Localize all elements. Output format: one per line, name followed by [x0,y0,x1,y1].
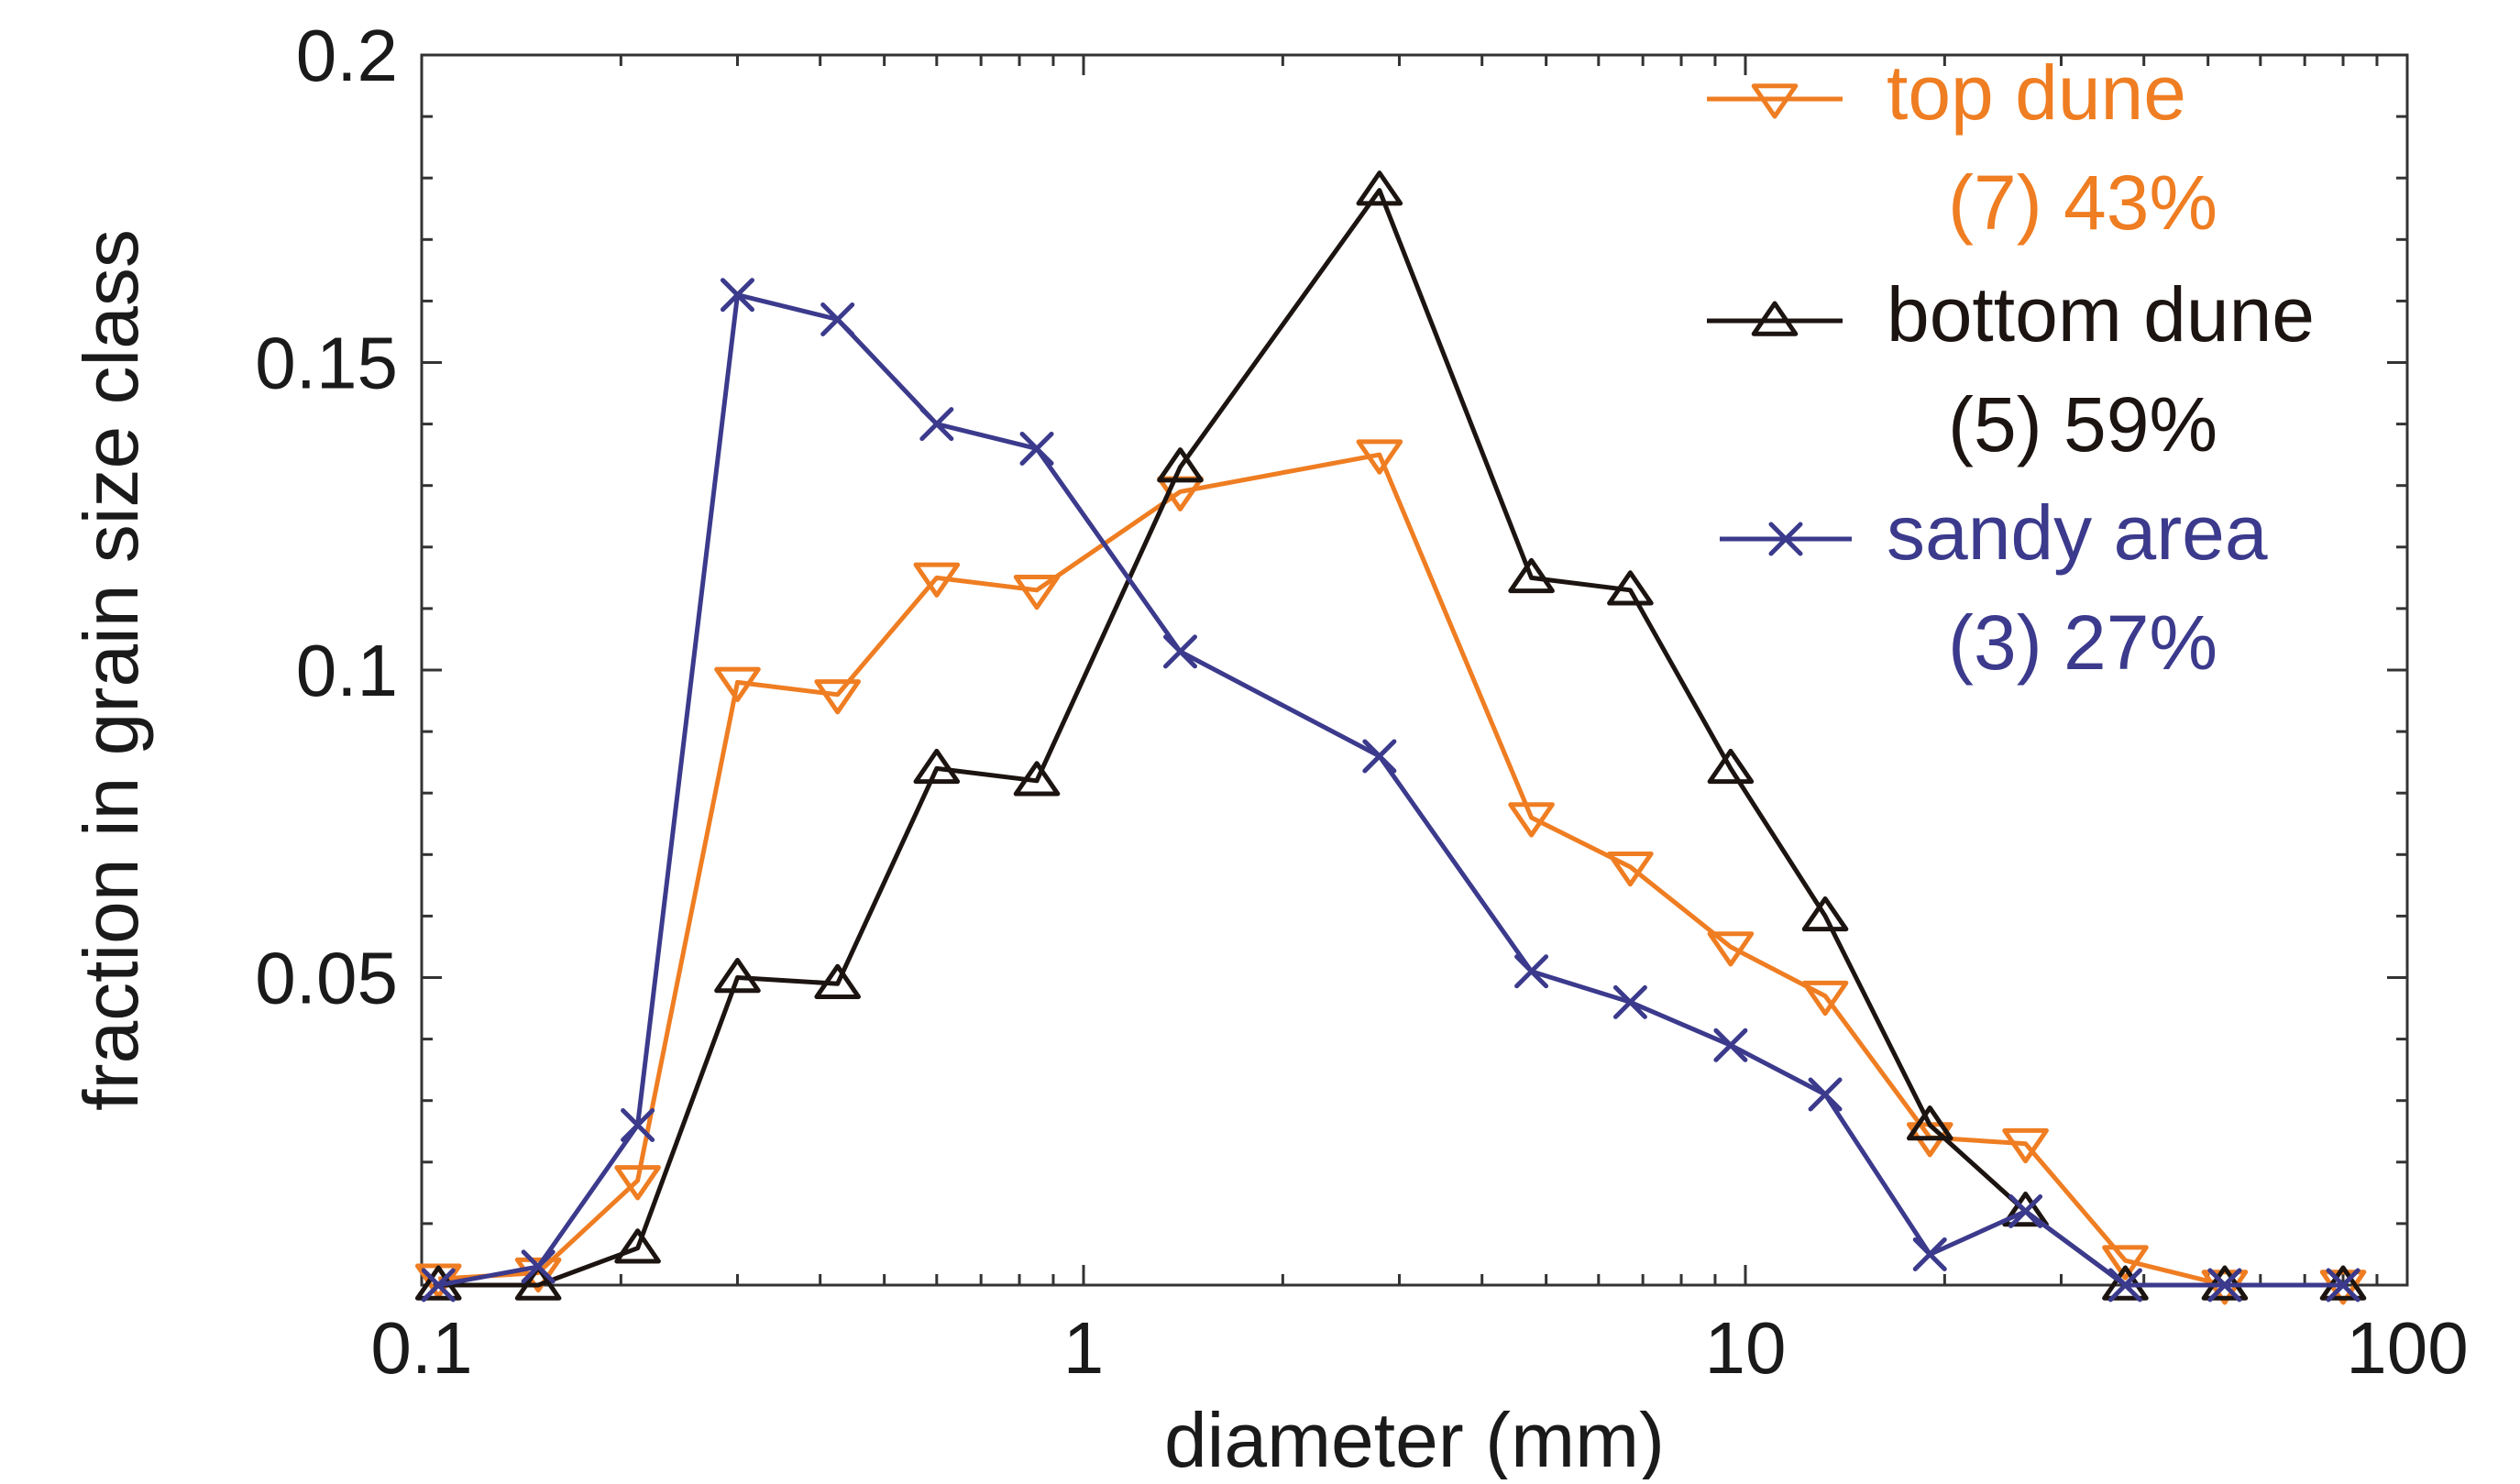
data-point-bottom-dune [1707,748,1755,785]
data-point-bottom-dune [1906,1105,1953,1141]
data-point-top-dune [2002,1127,2049,1164]
data-point-bottom-dune [913,748,961,785]
series-sandy-area [421,278,2360,1303]
y-tick-label: 0.05 [255,938,398,1019]
data-point-sandy-area [2207,1268,2242,1303]
data-point-bottom-dune [2002,1191,2049,1227]
data-point-sandy-area [421,1268,456,1303]
data-point-bottom-dune [1508,557,1555,594]
legend-marker [1768,522,1803,556]
data-point-bottom-dune [1356,170,1403,206]
data-point-sandy-area [621,1108,655,1143]
data-point-top-dune [913,562,961,598]
data-point-sandy-area [1514,954,1549,989]
data-point-top-dune [1013,575,1061,610]
data-point-bottom-dune [1013,761,1061,797]
axis-ticks: 0.1 1 10 100 0.05 0.1 0.15 0.2 [255,15,2468,1389]
data-point-sandy-area [521,1249,556,1284]
data-point-top-dune [1801,980,1849,1017]
data-point-sandy-area [1612,984,1647,1019]
y-tick-label: 0.2 [296,15,398,96]
data-point-sandy-area [919,407,954,442]
data-point-sandy-area [1362,739,1397,774]
legend-label: sandy area [1887,489,2268,576]
data-point-sandy-area [720,278,754,313]
legend-note: (7) 43% [1948,159,2217,246]
data-point-sandy-area [2107,1268,2142,1303]
data-point-top-dune [1356,439,1403,475]
y-axis-label: fraction in grain size class [68,229,154,1111]
series-line-top-dune [438,452,2343,1288]
legend: top dune (7) 43% bottom dune (5) 59% sandy a… [1707,49,2315,686]
series-line-sandy-area [437,292,2343,1288]
legend-note: (5) 59% [1948,381,2217,467]
data-point-top-dune [614,1165,661,1201]
legend-item-top-dune: top dune (7) 43% [1707,49,2217,246]
x-tick-label: 1 [1063,1307,1105,1389]
series-layer [414,170,2367,1305]
data-point-top-dune [814,679,861,715]
data-point-top-dune [1707,931,1755,967]
legend-label: top dune [1887,49,2186,136]
legend-marker [1751,83,1799,119]
data-point-sandy-area [1713,1028,1748,1062]
data-point-top-dune [2102,1245,2149,1281]
x-tick-label: 0.1 [370,1307,472,1389]
data-point-sandy-area [820,302,855,337]
data-point-sandy-area [1163,634,1197,669]
legend-marker [1751,301,1799,336]
data-point-bottom-dune [1607,570,1654,606]
data-point-top-dune [1607,851,1654,887]
x-tick-label: 100 [2346,1307,2468,1389]
data-point-sandy-area [1808,1077,1843,1112]
legend-note: (3) 27% [1948,599,2217,686]
legend-item-bottom-dune: bottom dune (5) 59% [1707,271,2315,467]
y-tick-label: 0.15 [255,323,398,404]
data-point-bottom-dune [1157,447,1204,483]
data-point-top-dune [1508,802,1555,838]
data-point-bottom-dune [814,963,861,999]
data-point-sandy-area [1912,1237,1947,1271]
data-point-bottom-dune [614,1228,661,1264]
data-point-sandy-area [2326,1268,2360,1303]
data-point-bottom-dune [1801,896,1849,932]
legend-item-sandy-area: sandy area (3) 27% [1720,489,2268,686]
data-point-bottom-dune [714,958,761,994]
y-tick-label: 0.1 [296,630,398,711]
data-point-bottom-dune [514,1265,562,1301]
x-tick-label: 10 [1705,1307,1787,1389]
legend-label: bottom dune [1887,271,2315,357]
data-point-sandy-area [1019,431,1054,466]
x-axis-label: diameter (mm) [1164,1397,1665,1479]
data-point-sandy-area [2008,1193,2043,1228]
data-point-top-dune [714,666,761,702]
